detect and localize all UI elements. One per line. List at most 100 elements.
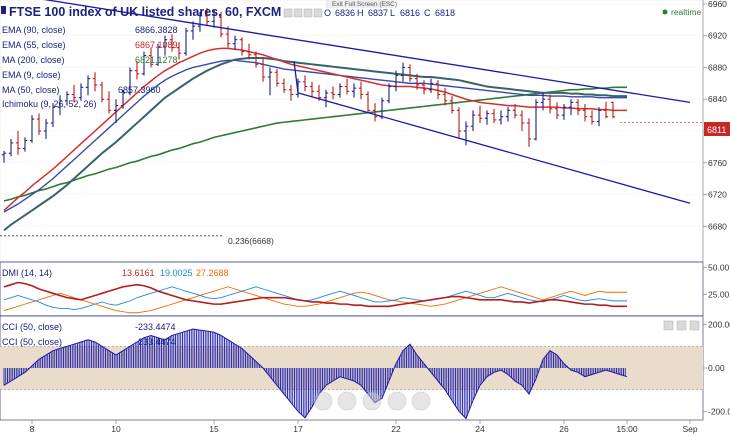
zoom-controls[interactable] (313, 391, 431, 411)
legend-ema90-label[interactable]: EMA (90, close) (2, 25, 66, 35)
candle (582, 104, 588, 122)
candle (589, 110, 595, 125)
svg-text:6837: 6837 (368, 8, 388, 18)
zoom-next-icon[interactable] (411, 391, 431, 411)
candle (358, 81, 364, 100)
legend-ema55-value: 6867.1089 (135, 40, 178, 50)
candle (232, 35, 238, 51)
candle (190, 21, 196, 40)
zoom-reset-icon[interactable] (362, 391, 382, 411)
candle (470, 110, 476, 131)
cci-tick-label: -200.00 (708, 406, 730, 416)
x-tick-label: 22 (391, 424, 401, 434)
svg-text:L: L (390, 8, 395, 18)
cci-panel-controls[interactable] (663, 320, 700, 331)
candle (127, 67, 133, 96)
moving-average-layer (3, 47, 627, 232)
x-tick-label: 15 (209, 424, 219, 434)
candle (8, 138, 14, 157)
price-tick-label: 6760 (708, 158, 727, 168)
candle (302, 75, 308, 92)
panel-up-icon[interactable] (663, 320, 674, 331)
cci-band (0, 346, 703, 390)
candle (512, 104, 518, 119)
zoom-out-icon[interactable] (337, 391, 357, 411)
legend-ma200-label[interactable]: MA (200, close) (2, 55, 65, 65)
realtime-dot-icon (662, 9, 668, 15)
candle (106, 91, 112, 114)
candle (428, 78, 434, 93)
realtime-label: realtime (671, 7, 702, 17)
legend-ichimoku-label[interactable]: Ichimoku (9, 26, 52, 26) (2, 99, 97, 109)
candle (197, 11, 203, 32)
candle (309, 81, 315, 98)
cci-tick-label: 0.00 (708, 363, 725, 373)
zoom-prev-icon[interactable] (313, 391, 333, 411)
menu-icon[interactable] (1, 6, 6, 14)
legend-ma50-label[interactable]: MA (50, close) (2, 85, 60, 95)
price-badge-bg (704, 122, 730, 136)
candle (204, 7, 210, 27)
candle (414, 73, 420, 90)
candle (519, 110, 525, 131)
svg-text:C: C (424, 8, 431, 18)
dmi-tick-label: 50.00 (708, 262, 730, 272)
candle (477, 105, 483, 124)
exit-fullscreen-bg[interactable] (326, 0, 394, 8)
candle (365, 91, 371, 114)
candle (393, 70, 399, 92)
price-tick-label: 6720 (708, 190, 727, 200)
candle (134, 61, 140, 80)
title-ctrl-2[interactable] (293, 8, 303, 18)
x-tick-label: Sep (682, 424, 697, 434)
dmi-tick-label: 25.00 (708, 289, 730, 299)
dmi-blue-line (3, 286, 627, 310)
candle (15, 131, 21, 155)
candle (505, 107, 511, 122)
candle-layer (1, 7, 616, 163)
candle (225, 26, 231, 48)
candle (218, 11, 224, 38)
title-ctrl-group[interactable] (283, 8, 323, 18)
cci-label-2[interactable]: CCI (50, close) (2, 337, 62, 347)
candle (50, 103, 56, 128)
candle (561, 104, 567, 120)
fib-level-label: 0.236(6668) (228, 236, 274, 246)
cci-label-1[interactable]: CCI (50, close) (2, 322, 62, 332)
candle (435, 80, 441, 100)
candle (575, 99, 581, 116)
panel-settings-icon[interactable] (676, 320, 687, 331)
candle (498, 110, 504, 125)
title-ctrl-4[interactable] (313, 8, 323, 18)
x-tick-label: 8 (30, 424, 35, 434)
svg-text:6836: 6836 (335, 8, 355, 18)
candle (162, 35, 168, 56)
legend-ma50-value: 6857.3960 (118, 85, 161, 95)
candle (491, 108, 497, 124)
price-tick-label: 6680 (708, 221, 727, 231)
candle (407, 64, 413, 82)
svg-text:O: O (324, 8, 331, 18)
legend-ema9-label[interactable]: EMA (9, close) (2, 70, 61, 80)
exit-fullscreen-button[interactable]: Exit Full Screen (ESC) (332, 1, 397, 8)
dmi-layer (3, 281, 627, 314)
candle (281, 78, 287, 93)
candle (120, 89, 126, 109)
candle (92, 72, 98, 92)
channel-layer (43, 0, 703, 204)
dmi-label[interactable]: DMI (14, 14) (2, 268, 52, 278)
candle (400, 62, 406, 82)
candle (610, 101, 616, 119)
ema90-line (3, 56, 627, 232)
candle (211, 10, 217, 28)
chart-title: FTSE 100 index of UK listed shares, 60, … (9, 5, 281, 19)
legend-ema55-label[interactable]: EMA (55, close) (2, 40, 66, 50)
dmi-red-line (3, 281, 627, 308)
x-tick-label: 15:00 (616, 424, 638, 434)
title-ctrl-1[interactable] (283, 8, 293, 18)
price-badge: 6811 (707, 125, 726, 135)
zoom-in-icon[interactable] (387, 391, 407, 411)
panel-close-icon[interactable] (689, 320, 700, 331)
title-ctrl-3[interactable] (303, 8, 313, 18)
svg-text:6818: 6818 (435, 8, 455, 18)
